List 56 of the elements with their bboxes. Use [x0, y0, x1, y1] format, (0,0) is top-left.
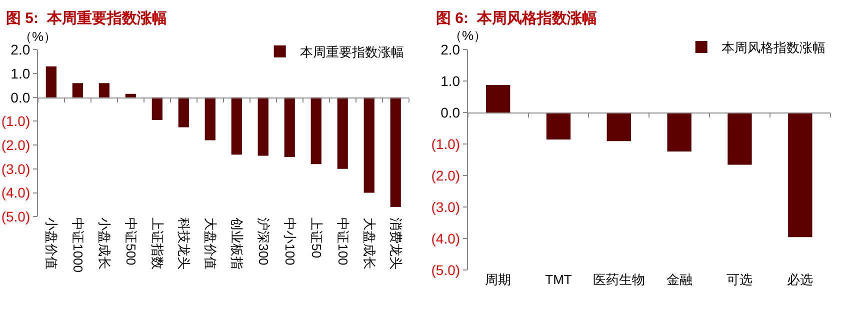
- bar: [46, 66, 56, 98]
- y-tick-label: 2.0: [10, 42, 30, 58]
- y-tick-label: (1.0): [1, 113, 30, 130]
- bar: [178, 97, 189, 128]
- x-tick-label: 可选: [726, 272, 753, 288]
- legend-label: 本周风格指数涨幅: [721, 40, 826, 56]
- bar: [310, 97, 322, 164]
- x-tick-label: 周期: [485, 272, 512, 288]
- x-tick-label: 必选: [787, 272, 814, 288]
- x-tick-label: 中小100: [282, 218, 298, 266]
- y-tick-label: (5.0): [431, 262, 460, 278]
- y-tick-label: (3.0): [431, 199, 460, 216]
- bar: [284, 97, 295, 157]
- x-tick-label: 大盘成长: [362, 218, 377, 270]
- x-tick-label: 创业板指: [229, 218, 244, 270]
- bar: [337, 97, 348, 169]
- y-tick-label: (3.0): [1, 160, 30, 177]
- bar: [72, 83, 83, 98]
- legend-label: 本周重要指数涨幅: [300, 44, 404, 60]
- y-tick-label: 0.0: [440, 104, 460, 121]
- bar: [390, 97, 401, 208]
- y-tick-label: 0.0: [10, 89, 30, 106]
- bar: [204, 97, 216, 140]
- bar: [125, 94, 136, 98]
- bar: [98, 83, 110, 98]
- chart-title: 图 5: 本周重要指数涨幅: [6, 10, 167, 27]
- x-tick-label: 大盘价值: [202, 218, 218, 270]
- y-tick-label: 2.0: [440, 42, 460, 58]
- x-tick-label: 小盘成长: [96, 218, 112, 270]
- x-tick-label: 中证1000: [70, 218, 86, 273]
- y-tick-label: (5.0): [1, 208, 30, 224]
- y-tick-label: (4.0): [431, 230, 460, 247]
- bar: [258, 97, 268, 156]
- y-tick-label: (2.0): [1, 136, 30, 153]
- y-tick-label: 1.0: [10, 65, 30, 82]
- x-tick-label: 上证50: [308, 218, 324, 258]
- y-axis-title: （%）: [19, 29, 57, 44]
- x-tick-label: 中证100: [335, 218, 350, 266]
- x-tick-label: 消费龙头: [388, 218, 404, 270]
- x-tick-label: TMT: [545, 272, 572, 288]
- y-tick-label: 1.0: [440, 73, 460, 90]
- chart-title: 图 6: 本周风格指数涨幅: [436, 10, 597, 27]
- x-tick-label: 科技龙头: [176, 218, 192, 270]
- x-tick-label: 小盘价值: [44, 218, 59, 270]
- x-tick-label: 金融: [666, 272, 692, 288]
- bar: [231, 97, 242, 155]
- bar: [364, 97, 374, 193]
- x-tick-label: 沪深300: [256, 218, 271, 266]
- x-tick-label: 医药生物: [592, 272, 645, 288]
- x-tick-label: 上证指数: [150, 218, 165, 270]
- x-tick-label: 中证500: [123, 218, 138, 266]
- y-tick-label: (1.0): [431, 136, 460, 152]
- bar: [152, 97, 162, 120]
- y-tick-label: (2.0): [431, 168, 460, 184]
- y-axis-title: （%）: [449, 28, 487, 43]
- y-tick-label: (4.0): [1, 184, 30, 201]
